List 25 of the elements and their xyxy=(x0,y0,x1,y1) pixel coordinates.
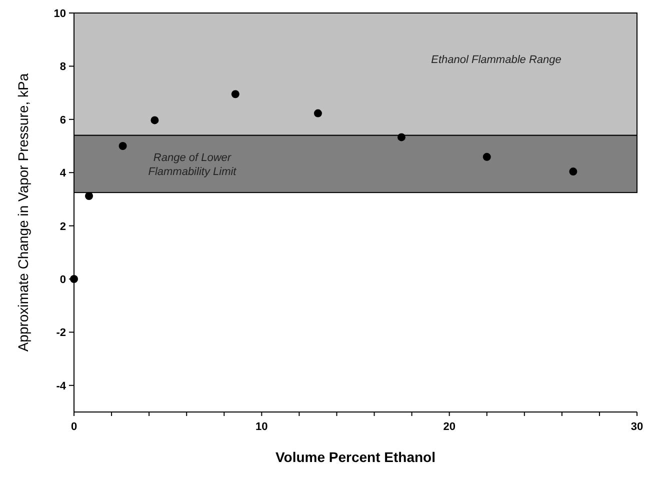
point xyxy=(85,192,94,200)
y-tick-label: -4 xyxy=(56,380,67,392)
y-tick-label: 10 xyxy=(54,8,66,20)
point xyxy=(70,275,78,283)
y-tick-label: 4 xyxy=(60,168,67,180)
y-tick-label: 0 xyxy=(60,274,66,286)
band-label: Ethanol Flammable Range xyxy=(431,54,562,66)
point xyxy=(569,168,578,176)
x-axis-title: Volume Percent Ethanol xyxy=(276,449,436,465)
point xyxy=(231,90,240,98)
y-tick-label: 6 xyxy=(60,114,66,126)
x-tick-label: 0 xyxy=(70,421,78,433)
point xyxy=(314,109,322,118)
x-tick-label: 10 xyxy=(256,421,268,433)
point xyxy=(118,142,127,150)
y-tick-label: -2 xyxy=(56,327,66,340)
y-tick-label: 8 xyxy=(60,61,66,74)
point xyxy=(482,152,491,161)
point xyxy=(150,116,159,124)
y-axis-title: Approximate Change in Vapor Pressure, kPa xyxy=(15,73,31,352)
x-tick-label: 30 xyxy=(630,421,644,433)
x-tick-label: 20 xyxy=(443,421,456,433)
point xyxy=(397,133,406,142)
y-tick-label: 2 xyxy=(60,220,66,233)
band-label: Range of Lower Flammability Limit xyxy=(148,152,238,178)
